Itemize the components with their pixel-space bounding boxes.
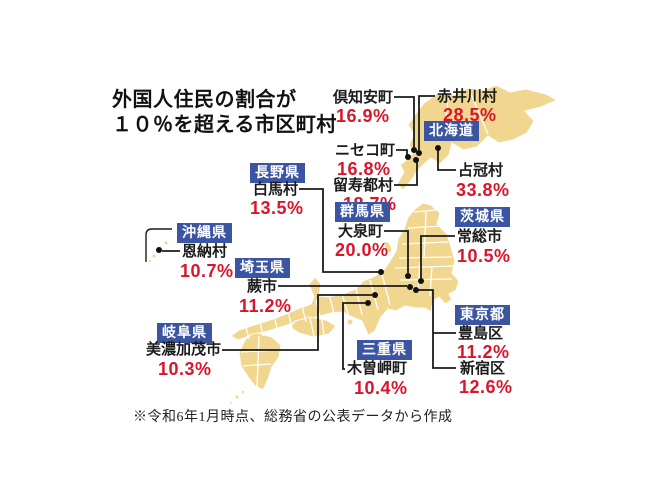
title-line-1: 外国人住民の割合が: [112, 89, 297, 111]
label-shinjuku-pct: 12.6%: [459, 377, 513, 397]
pref-box-mie: 三重県: [357, 340, 412, 360]
pref-box-hokkaido: 北海道: [424, 121, 479, 141]
leader-niseko: [396, 149, 408, 155]
south-island-1: [240, 389, 246, 395]
label-rusutsu-name: 留寿都村: [333, 177, 394, 194]
label-hakuba-name: 白馬村: [253, 181, 299, 198]
leader-kutchan: [394, 96, 415, 147]
label-minokamo-pct: 10.3%: [158, 359, 212, 379]
leader-akaigawa: [418, 95, 435, 150]
dot-kutchan: [411, 147, 417, 153]
honshu-shape: [230, 202, 460, 341]
label-joso-pct: 10.5%: [457, 246, 511, 266]
dot-niseko: [405, 154, 411, 160]
leader-oizumi: [384, 230, 409, 273]
leader-joso: [420, 235, 455, 278]
leader-shimukappu: [437, 150, 456, 171]
dot-kisosaki: [365, 300, 371, 306]
label-minokamo-name: 美濃加茂市: [146, 341, 222, 358]
label-kutchan-pct: 16.9%: [336, 106, 390, 126]
leader-tokyo: [418, 289, 456, 369]
dot-warabi: [407, 284, 413, 290]
label-joso-name: 常総市: [457, 228, 503, 245]
okinawa-bracket: [145, 228, 172, 262]
label-onna-pct: 10.7%: [180, 261, 234, 281]
leader-kisosaki: [342, 302, 365, 370]
dot-joso: [418, 278, 424, 284]
label-akaigawa-pct: 28.5%: [443, 105, 497, 125]
leader-hakuba: [299, 188, 379, 273]
pref-box-nagano: 長野県: [250, 163, 305, 183]
label-warabi-name: 蕨市: [247, 278, 278, 295]
label-onna-name: 恩納村: [182, 243, 228, 260]
pref-box-gunma: 群馬県: [335, 202, 390, 222]
label-akaigawa-name: 赤井川村: [437, 88, 498, 105]
dot-minokamo: [372, 292, 378, 298]
shikoku-shape: [289, 316, 337, 338]
location-dots: [156, 145, 441, 306]
pref-box-tokyo: 東京都: [455, 305, 510, 325]
pref-box-saitama: 埼玉県: [235, 258, 290, 278]
dot-tokyo: [413, 287, 419, 293]
label-oizumi-pct: 20.0%: [335, 240, 389, 260]
sado-island: [383, 240, 393, 254]
title-line-2: １０％を超える市区町村: [112, 114, 337, 136]
source-footnote: ※令和6年1月時点、総務省の公表データから作成: [133, 410, 453, 425]
awaji-island: [346, 318, 354, 326]
label-toshima-name: 豊島区: [458, 325, 504, 342]
leader-minokamo: [222, 294, 372, 351]
label-kisosaki-name: 木曽岬町: [347, 360, 408, 377]
pref-box-gifu: 岐阜県: [157, 323, 212, 343]
south-island-2: [234, 394, 240, 400]
label-hakuba-pct: 13.5%: [250, 198, 304, 218]
label-shimukappu-pct: 33.8%: [456, 180, 510, 200]
label-niseko-pct: 16.8%: [337, 159, 391, 179]
label-shinjuku-name: 新宿区: [460, 360, 506, 377]
label-shimukappu-name: 占冠村: [458, 162, 504, 179]
dot-hakuba: [378, 269, 384, 275]
south-island-3: [229, 401, 233, 405]
leader-rusutsu: [394, 161, 418, 186]
label-kisosaki-pct: 10.4%: [354, 378, 408, 398]
label-niseko-name: ニセコ町: [335, 142, 396, 159]
pref-box-okinawa: 沖縄県: [177, 223, 232, 243]
kyushu-shape: [238, 332, 282, 391]
dot-rusutsu: [413, 157, 419, 163]
leader-lines: [145, 95, 456, 370]
dot-oizumi: [405, 273, 411, 279]
label-oizumi-name: 大泉町: [338, 223, 384, 240]
pref-box-ibaraki: 茨城県: [455, 207, 510, 227]
dot-shimukappu: [435, 145, 441, 151]
label-toshima-pct: 11.2%: [457, 342, 510, 362]
page-title: 外国人住民の割合が １０％を超える市区町村: [112, 88, 337, 138]
dot-akaigawa: [416, 150, 422, 156]
label-kutchan-name: 倶知安町: [333, 89, 394, 106]
label-warabi-pct: 11.2%: [239, 296, 292, 316]
dot-onna: [156, 247, 162, 253]
